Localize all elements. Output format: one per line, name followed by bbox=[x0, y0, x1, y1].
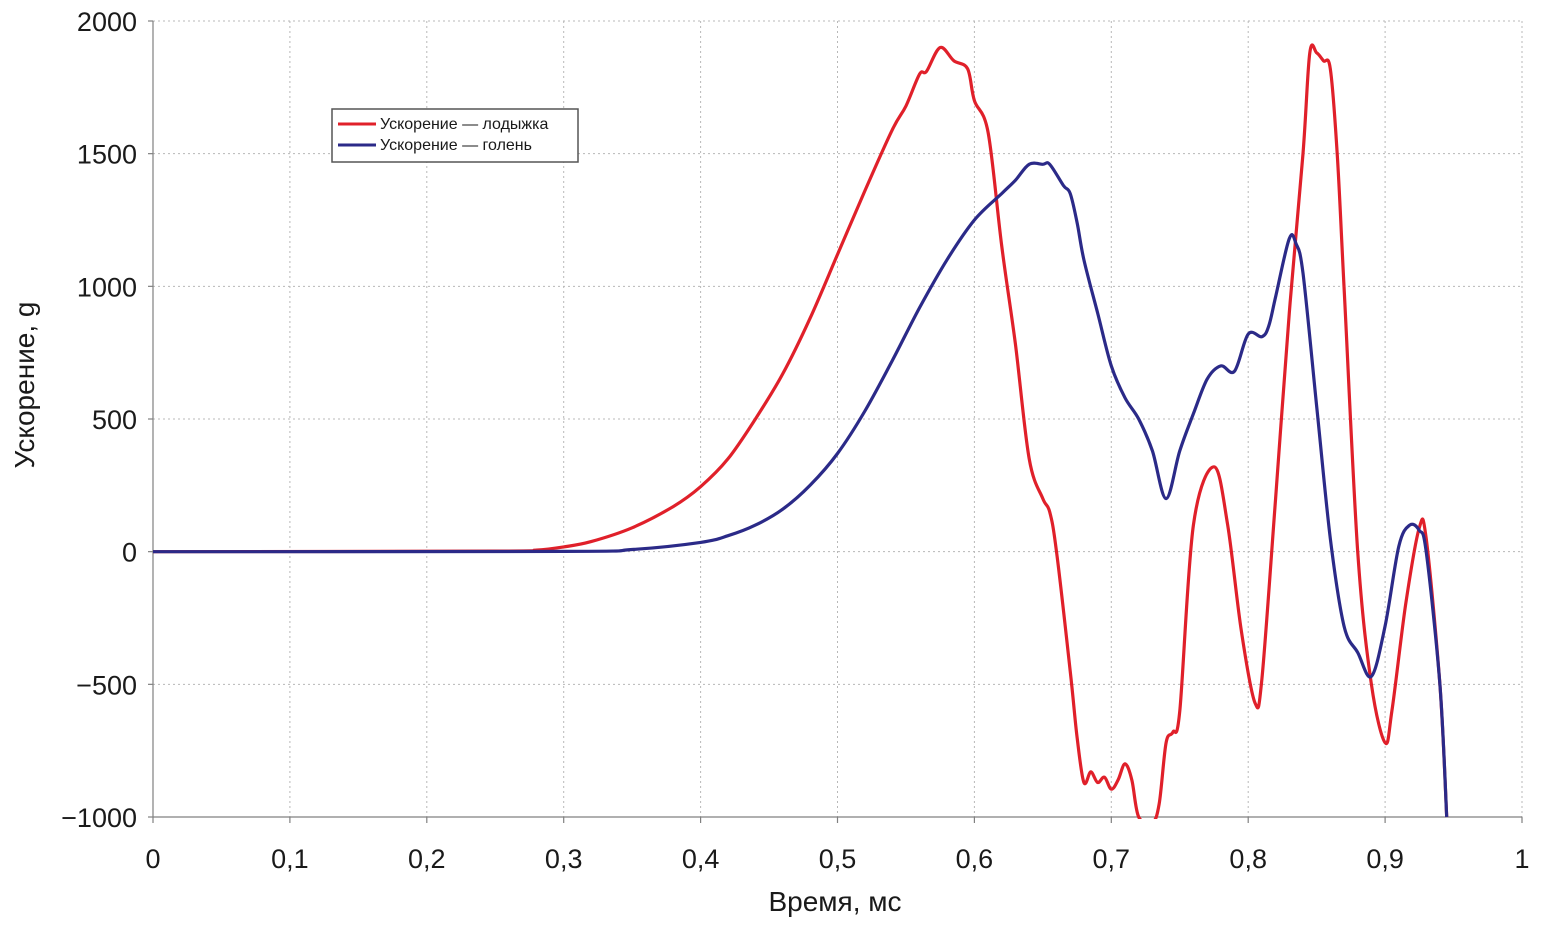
x-tick-label: 0 bbox=[145, 844, 160, 874]
x-tick-label: 0,8 bbox=[1229, 844, 1267, 874]
y-axis-title: Ускорение, g bbox=[9, 301, 40, 468]
grid bbox=[153, 20, 1523, 817]
y-tick-label: 0 bbox=[122, 538, 137, 568]
x-tick-label: 1 bbox=[1514, 844, 1529, 874]
y-axis-ticks: 2000 1500 1000 500 0 −500 −1000 bbox=[61, 7, 153, 833]
y-tick-label: 1500 bbox=[77, 140, 137, 170]
legend-box bbox=[331, 108, 579, 163]
y-tick-label: 2000 bbox=[77, 7, 137, 37]
x-tick-label: 0,6 bbox=[956, 844, 994, 874]
y-tick-label: 500 bbox=[92, 405, 137, 435]
x-tick-label: 0,4 bbox=[682, 844, 720, 874]
x-tick-label: 0,7 bbox=[1093, 844, 1131, 874]
x-tick-label: 0,1 bbox=[271, 844, 309, 874]
x-tick-label: 0,5 bbox=[819, 844, 857, 874]
x-tick-label: 0,2 bbox=[408, 844, 446, 874]
legend-label-ankle: Ускорение — лодыжка bbox=[380, 116, 548, 133]
x-tick-label: 0,9 bbox=[1366, 844, 1404, 874]
y-tick-label: −1000 bbox=[61, 803, 137, 833]
x-tick-label: 0,3 bbox=[545, 844, 583, 874]
series-lines bbox=[153, 43, 1449, 819]
y-tick-label: 1000 bbox=[77, 272, 137, 302]
series-line-0 bbox=[153, 43, 1449, 819]
legend: Ускорение — лодыжка Ускорение — голень bbox=[331, 108, 579, 163]
y-tick-label: −500 bbox=[76, 670, 137, 700]
x-axis-ticks: 0 0,1 0,2 0,3 0,4 0,5 0,6 0,7 0,8 0,9 1 bbox=[145, 817, 1530, 874]
legend-label-shin: Ускорение — голень bbox=[380, 137, 532, 154]
x-axis-title: Время, мс bbox=[768, 886, 901, 917]
series-line-1 bbox=[153, 161, 1449, 818]
